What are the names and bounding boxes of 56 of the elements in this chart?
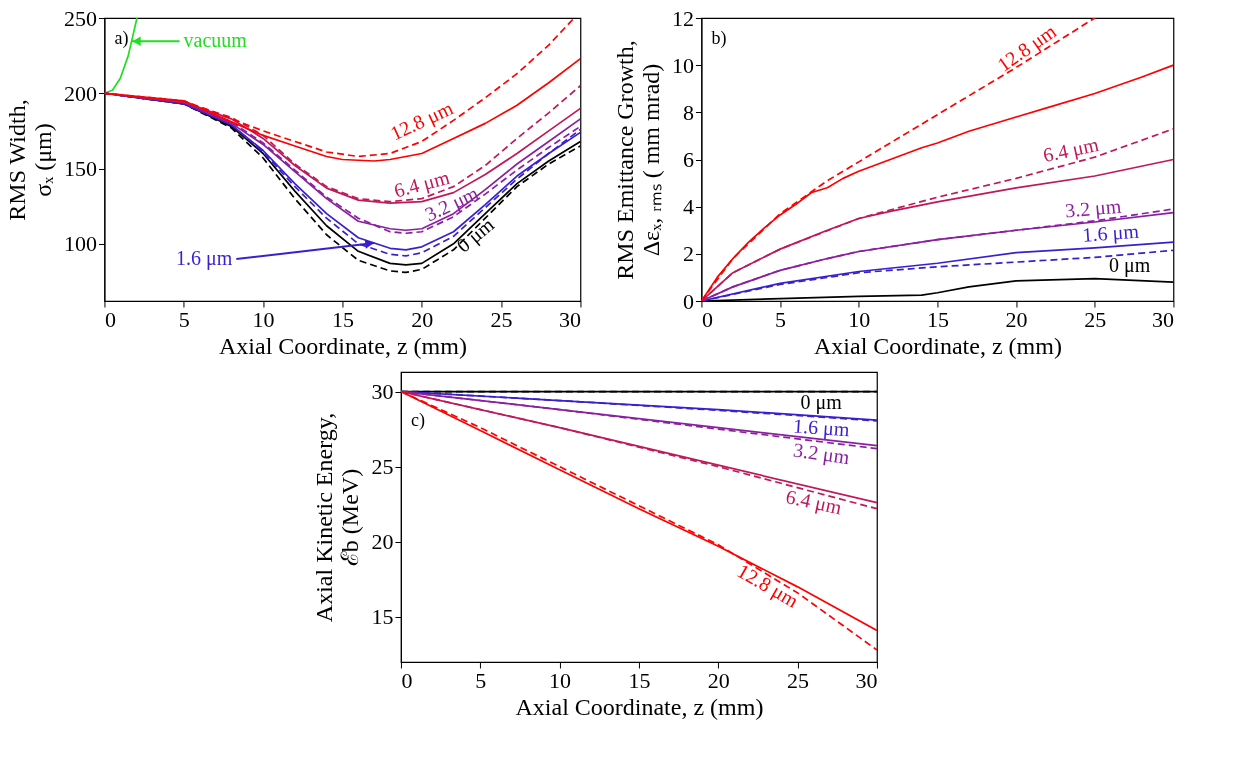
x-tick-label: 5 <box>775 306 787 332</box>
x-tick-label: 20 <box>411 306 434 332</box>
x-tick-label: 10 <box>549 667 572 693</box>
annotation: c) <box>410 410 425 431</box>
y-tick-label: 25 <box>371 454 394 480</box>
x-tick-label: 25 <box>490 306 513 332</box>
text: 1.6 μm <box>176 247 233 271</box>
x-axis-title: Axial Coordinate, z (mm) <box>218 332 467 359</box>
y-tick-label: 8 <box>682 99 694 125</box>
annotation: b) <box>711 28 727 49</box>
text: 12.8 μm <box>733 559 803 613</box>
text: 0 μm <box>452 212 499 258</box>
x-tick-label: 15 <box>331 306 354 332</box>
text: 6.4 μm <box>783 485 845 520</box>
x-tick-label: 25 <box>787 667 810 693</box>
y-tick-label: 250 <box>63 5 97 31</box>
x-tick-label: 15 <box>628 667 651 693</box>
y-tick-label: 30 <box>371 379 394 405</box>
x-tick-label: 25 <box>1084 306 1107 332</box>
x-tick-label: 20 <box>1005 306 1028 332</box>
y-tick-label: 2 <box>682 241 694 267</box>
x-tick-label: 10 <box>252 306 275 332</box>
text: 12.8 μm <box>386 96 458 146</box>
x-tick-label: 0 <box>104 306 116 332</box>
y-tick-label: 200 <box>63 80 97 106</box>
y-tick-label: 10 <box>671 52 694 78</box>
x-tick-label: 5 <box>178 306 190 332</box>
annotation: a) <box>114 28 129 49</box>
text: 12.8 μm <box>993 19 1061 77</box>
x-tick-label: 0 <box>701 306 713 332</box>
y-tick-label: 100 <box>63 231 97 257</box>
y-tick-label: 20 <box>371 529 394 555</box>
y-tick-label: 15 <box>371 604 394 630</box>
y-tick-label: 6 <box>682 147 694 172</box>
x-tick-label: 30 <box>855 667 878 693</box>
series-label: 0 μm <box>800 390 843 414</box>
line-series <box>104 18 138 95</box>
y-axis-title: Axial Kinetic Energy, ℰb (MeV) <box>311 412 364 623</box>
series-label: 0 μm <box>1108 254 1151 278</box>
x-tick-label: 20 <box>707 667 730 693</box>
y-tick-label: 150 <box>63 156 97 182</box>
legend-label: vacuum <box>183 29 248 52</box>
x-axis-title: Axial Coordinate, z (mm) <box>813 332 1062 359</box>
x-tick-label: 0 <box>401 667 413 693</box>
x-tick-label: 30 <box>558 306 581 332</box>
y-tick-label: 0 <box>682 288 694 314</box>
x-tick-label: 5 <box>475 667 487 693</box>
y-axis-title: RMS Emittance Growth, Δεₓ, ᵣₘₛ ( mm mrad) <box>611 40 664 280</box>
y-axis-title: RMS Width, σₓ (μm) <box>3 99 56 221</box>
x-tick-label: 10 <box>848 306 871 332</box>
text: 6.4 μm <box>1041 132 1102 168</box>
x-axis-title: Axial Coordinate, z (mm) <box>515 693 764 720</box>
x-tick-label: 30 <box>1151 306 1174 332</box>
x-tick-label: 15 <box>926 306 949 332</box>
y-tick-label: 12 <box>671 5 694 31</box>
y-tick-label: 4 <box>682 194 694 220</box>
